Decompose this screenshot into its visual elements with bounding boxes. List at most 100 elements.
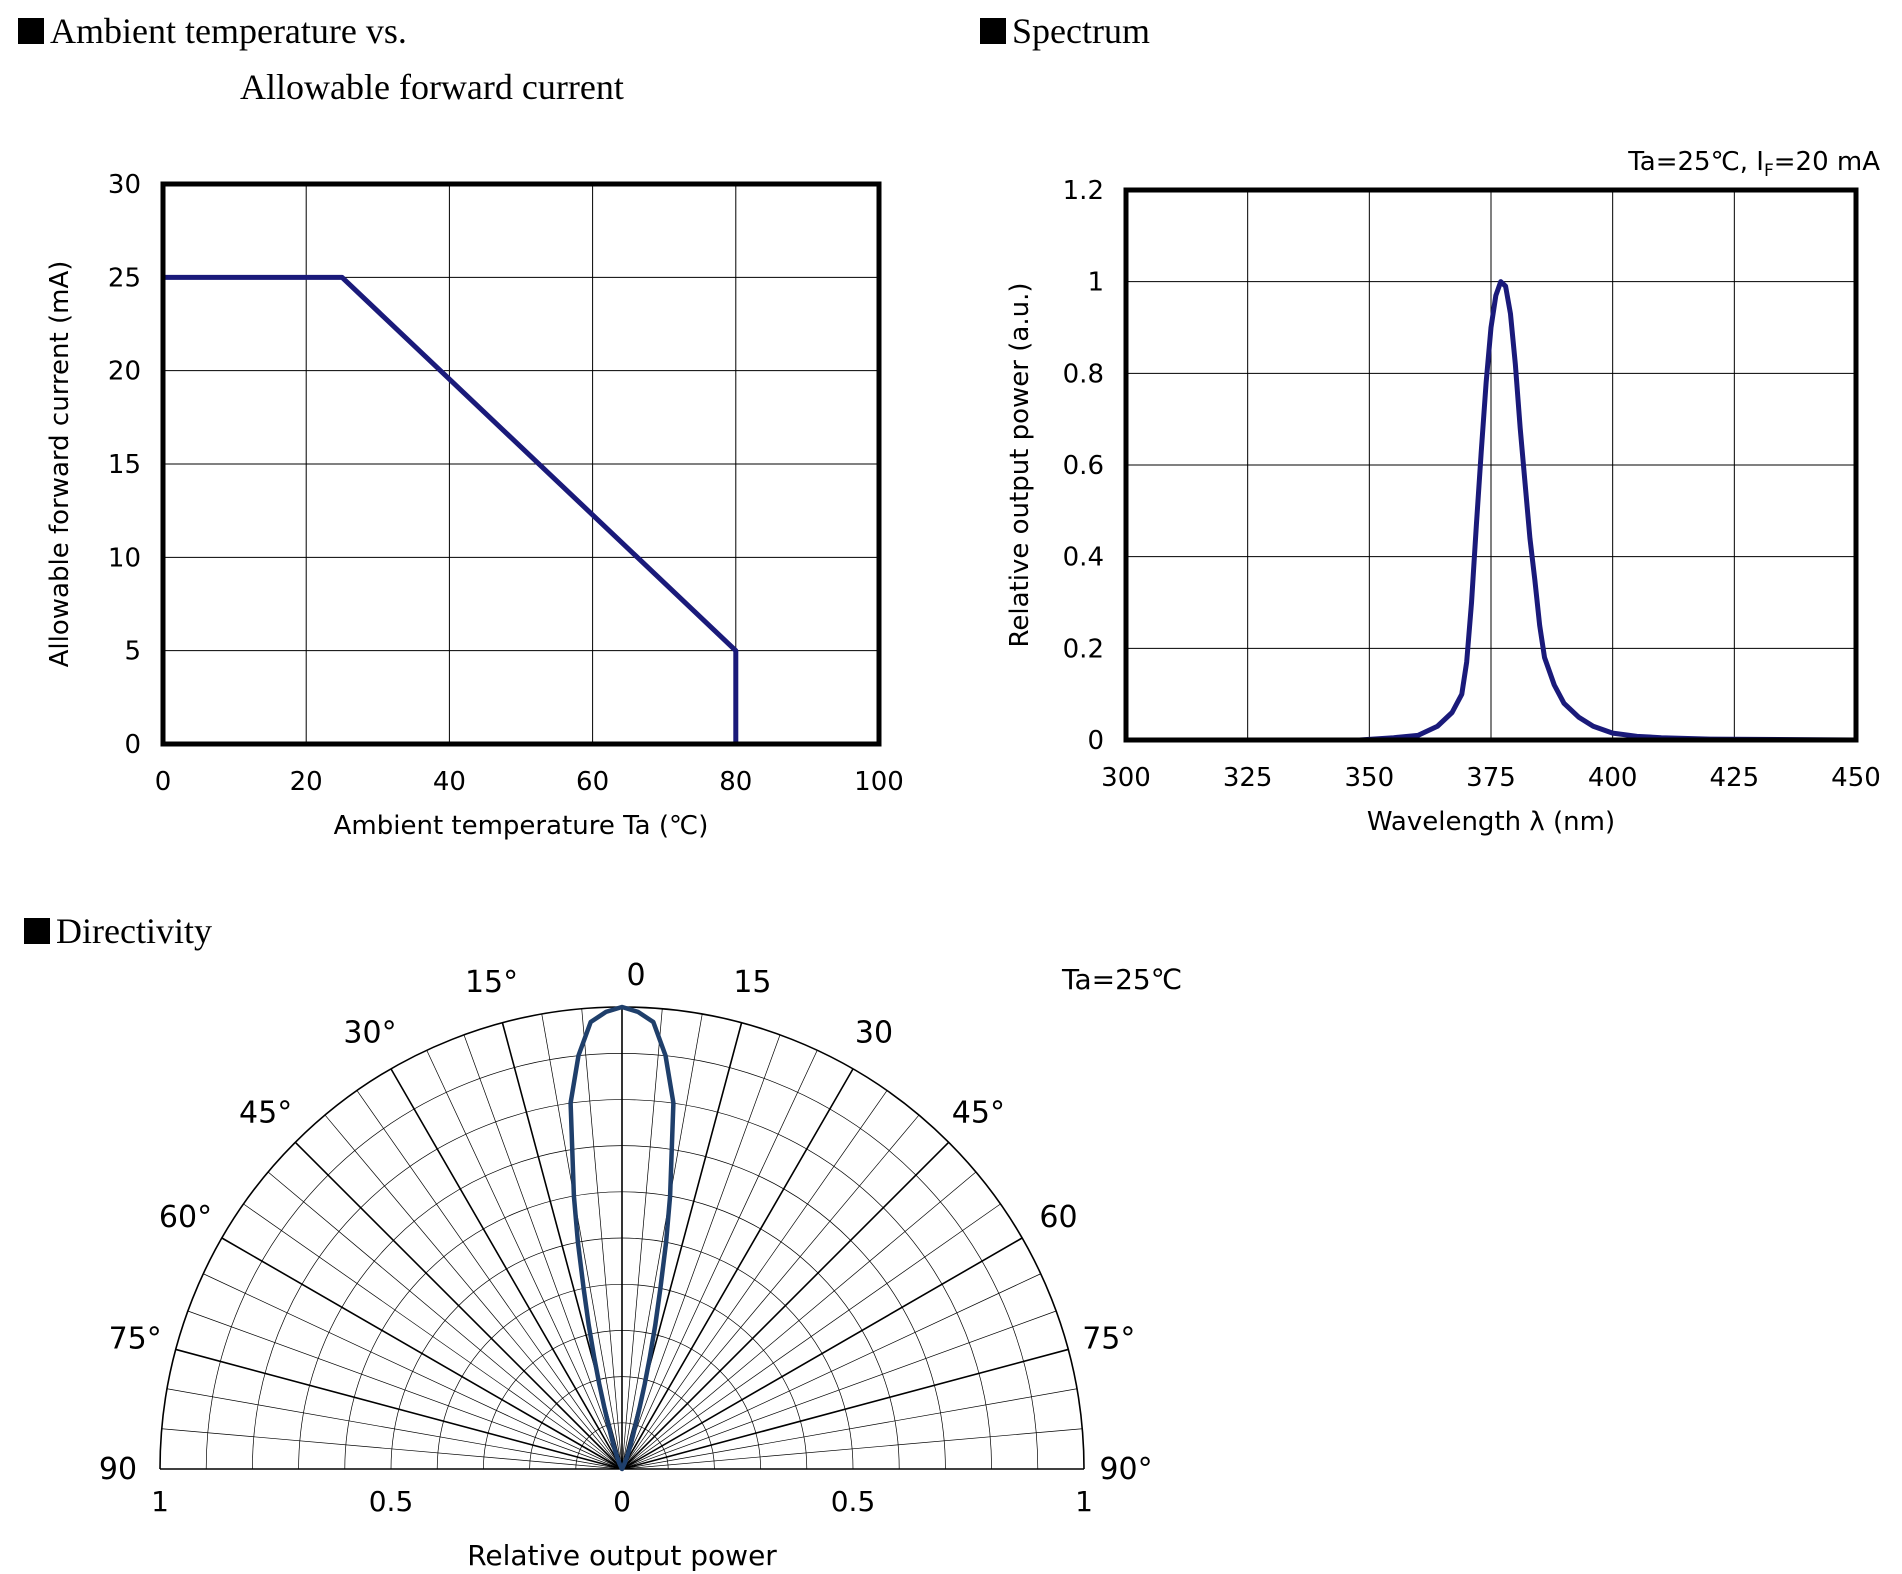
x-tick-label: 300 — [1101, 763, 1151, 793]
radial-tick-label: 1 — [151, 1485, 169, 1518]
polar-spoke-minor — [621, 1273, 1041, 1470]
x-tick-label: 350 — [1345, 763, 1395, 793]
polar-spoke-minor — [243, 1203, 623, 1470]
polar-spoke-major — [221, 1237, 623, 1470]
polar-spoke-minor — [541, 1013, 623, 1470]
y-tick-label: 0 — [1087, 726, 1104, 756]
y-tick-label: 0 — [124, 730, 141, 760]
angle-label-left: 15° — [465, 965, 518, 1000]
angle-label-right: 45° — [952, 1096, 1005, 1131]
polar-spoke-minor — [621, 1090, 888, 1470]
radial-tick-label: 0 — [613, 1485, 631, 1518]
section-bullet — [24, 918, 50, 944]
polar-spoke-major — [621, 1068, 854, 1470]
x-tick-label: 40 — [433, 767, 466, 797]
polar-spoke-minor — [187, 1310, 623, 1470]
angle-label-left: 90 — [99, 1452, 137, 1487]
angle-label: 0 — [626, 958, 645, 993]
polar-spoke-minor — [621, 1008, 663, 1470]
y-tick-label: 0.6 — [1063, 451, 1104, 481]
section-bullet — [980, 18, 1006, 44]
x-axis-label: Relative output power — [467, 1539, 777, 1572]
radial-tick-label: 1 — [1075, 1485, 1093, 1518]
polar-spoke-major — [294, 1141, 623, 1470]
plot-frame — [160, 181, 882, 747]
derating-title-block: Ambient temperature vs. Allowable forwar… — [18, 10, 624, 107]
directivity-curve — [568, 1004, 676, 1472]
spectrum-annotation: Ta=25℃, IF=20 mA — [1627, 147, 1880, 181]
x-tick-label: 450 — [1831, 763, 1881, 793]
radial-tick-label: 0.5 — [369, 1485, 414, 1518]
derating-chart: 0 20 40 60 80 100 0 5 10 15 20 25 30 Ambient temperat… — [45, 170, 904, 841]
y-axis-label: Relative output power (a.u.) — [1005, 283, 1035, 648]
polar-spoke-minor — [621, 1310, 1057, 1470]
spectrum-title-block: Spectrum — [980, 10, 1150, 52]
radial-tick-label: 0.5 — [831, 1485, 876, 1518]
plot-frame — [1123, 187, 1859, 743]
series-line — [1126, 279, 1857, 743]
polar-spoke-minor — [203, 1273, 623, 1470]
polar-spoke-minor — [621, 1428, 1083, 1470]
polar-spoke-minor — [161, 1428, 623, 1470]
polar-spoke-major — [621, 1348, 1069, 1470]
series-line — [163, 274, 739, 744]
x-tick-label: 400 — [1588, 763, 1638, 793]
polar-spoke-minor — [621, 1203, 1001, 1470]
y-tick-label: 15 — [108, 450, 141, 480]
polar-spoke-minor — [621, 1013, 703, 1470]
x-tick-label: 60 — [576, 767, 609, 797]
y-tick-label: 20 — [108, 357, 141, 387]
angle-label-left: 75° — [109, 1322, 162, 1357]
x-tick-label: 425 — [1710, 763, 1760, 793]
spectrum-title: Spectrum — [1012, 11, 1150, 51]
directivity-annotation: Ta=25℃ — [1061, 963, 1182, 996]
polar-spoke-minor — [166, 1388, 623, 1470]
y-tick-label: 25 — [108, 263, 141, 293]
spectrum-chart: 300 325 350 375 400 425 450 0 0.2 0.4 0.6 0.8 1 1.2 Wa… — [1005, 147, 1881, 837]
y-tick-label: 0.4 — [1063, 543, 1104, 573]
derating-title-line1: Ambient temperature vs. — [50, 11, 407, 51]
x-axis-label: Wavelength λ (nm) — [1367, 807, 1615, 837]
angle-label-right: 15 — [733, 965, 771, 1000]
y-tick-label: 1 — [1087, 268, 1104, 298]
x-tick-label: 375 — [1466, 763, 1516, 793]
angle-label-left: 60° — [159, 1200, 212, 1235]
angle-label-right: 30 — [855, 1016, 893, 1051]
angle-label-left: 30° — [343, 1016, 396, 1051]
polar-spoke-minor — [621, 1388, 1078, 1470]
directivity-title-block: Directivity — [24, 910, 212, 952]
polar-spoke-major — [621, 1141, 950, 1470]
angle-label-left: 45° — [239, 1096, 292, 1131]
directivity-title: Directivity — [56, 911, 212, 951]
polar-spoke-minor — [581, 1008, 623, 1470]
polar-spoke-major — [621, 1237, 1023, 1470]
section-bullet — [18, 18, 44, 44]
y-tick-label: 5 — [124, 637, 141, 667]
polar-spoke-major — [390, 1068, 623, 1470]
polar-spoke-minor — [356, 1090, 623, 1470]
polar-spoke-minor — [621, 1034, 781, 1470]
y-tick-label: 0.8 — [1063, 359, 1104, 389]
angle-label-right: 75° — [1082, 1322, 1135, 1357]
angle-label-right: 60 — [1039, 1200, 1077, 1235]
angle-label-right: 90° — [1099, 1452, 1152, 1487]
y-tick-label: 1.2 — [1063, 176, 1104, 206]
y-tick-label: 30 — [108, 170, 141, 200]
derating-title-line2: Allowable forward current — [240, 67, 624, 107]
polar-spoke-minor — [426, 1050, 623, 1470]
y-axis-label: Allowable forward current (mA) — [45, 261, 75, 668]
polar-spoke-minor — [621, 1171, 977, 1470]
polar-spoke-minor — [463, 1034, 623, 1470]
x-tick-label: 20 — [290, 767, 323, 797]
x-tick-label: 0 — [155, 767, 172, 797]
polar-spoke-major — [175, 1348, 623, 1470]
x-axis-label: Ambient temperature Ta (℃) — [334, 811, 709, 841]
x-tick-label: 80 — [719, 767, 752, 797]
x-tick-label: 100 — [854, 767, 904, 797]
polar-spoke-minor — [621, 1050, 818, 1470]
polar-spoke-minor — [267, 1171, 623, 1470]
y-tick-label: 10 — [108, 543, 141, 573]
polar-spoke-minor — [621, 1114, 920, 1470]
